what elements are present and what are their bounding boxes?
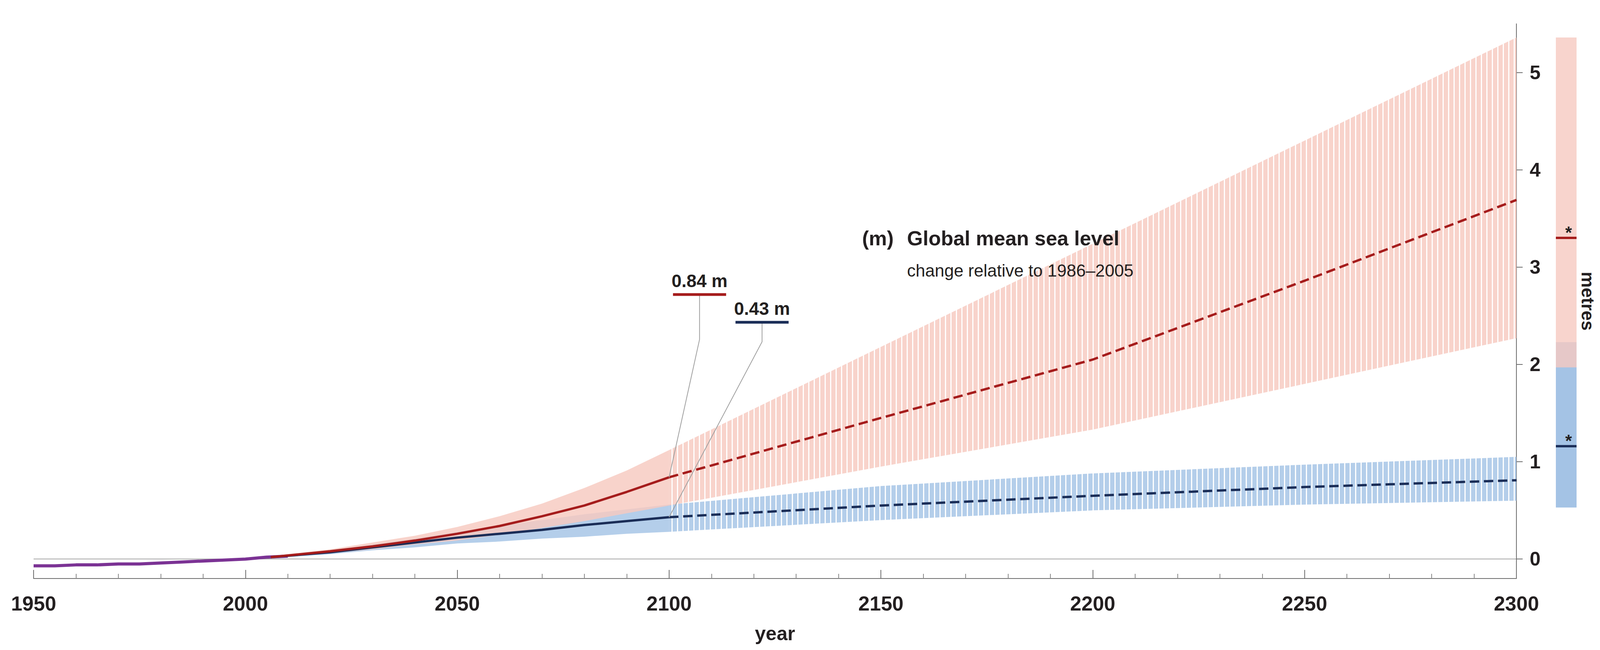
- svg-text:*: *: [1565, 223, 1573, 243]
- svg-text:2250: 2250: [1282, 592, 1328, 615]
- svg-text:year: year: [755, 622, 796, 645]
- svg-text:metres: metres: [1577, 271, 1599, 331]
- svg-text:2000: 2000: [222, 592, 268, 615]
- svg-text:2100: 2100: [646, 592, 692, 615]
- svg-text:5: 5: [1529, 61, 1541, 84]
- svg-text:*: *: [1565, 431, 1573, 451]
- svg-text:1950: 1950: [10, 592, 57, 615]
- svg-text:0.84 m: 0.84 m: [671, 270, 728, 292]
- svg-text:2200: 2200: [1070, 592, 1116, 615]
- svg-text:(m): (m): [862, 226, 894, 250]
- svg-text:2: 2: [1529, 353, 1541, 376]
- svg-text:2050: 2050: [434, 592, 481, 615]
- svg-text:1: 1: [1529, 450, 1541, 473]
- svg-text:change relative to 1986–2005: change relative to 1986–2005: [907, 260, 1134, 281]
- svg-text:3: 3: [1529, 256, 1541, 279]
- svg-text:4: 4: [1529, 158, 1541, 181]
- svg-text:2300: 2300: [1493, 592, 1540, 615]
- svg-text:0.43 m: 0.43 m: [733, 298, 790, 319]
- svg-text:2150: 2150: [858, 592, 904, 615]
- svg-text:0: 0: [1529, 548, 1541, 570]
- svg-text:Global mean sea level: Global mean sea level: [907, 226, 1120, 250]
